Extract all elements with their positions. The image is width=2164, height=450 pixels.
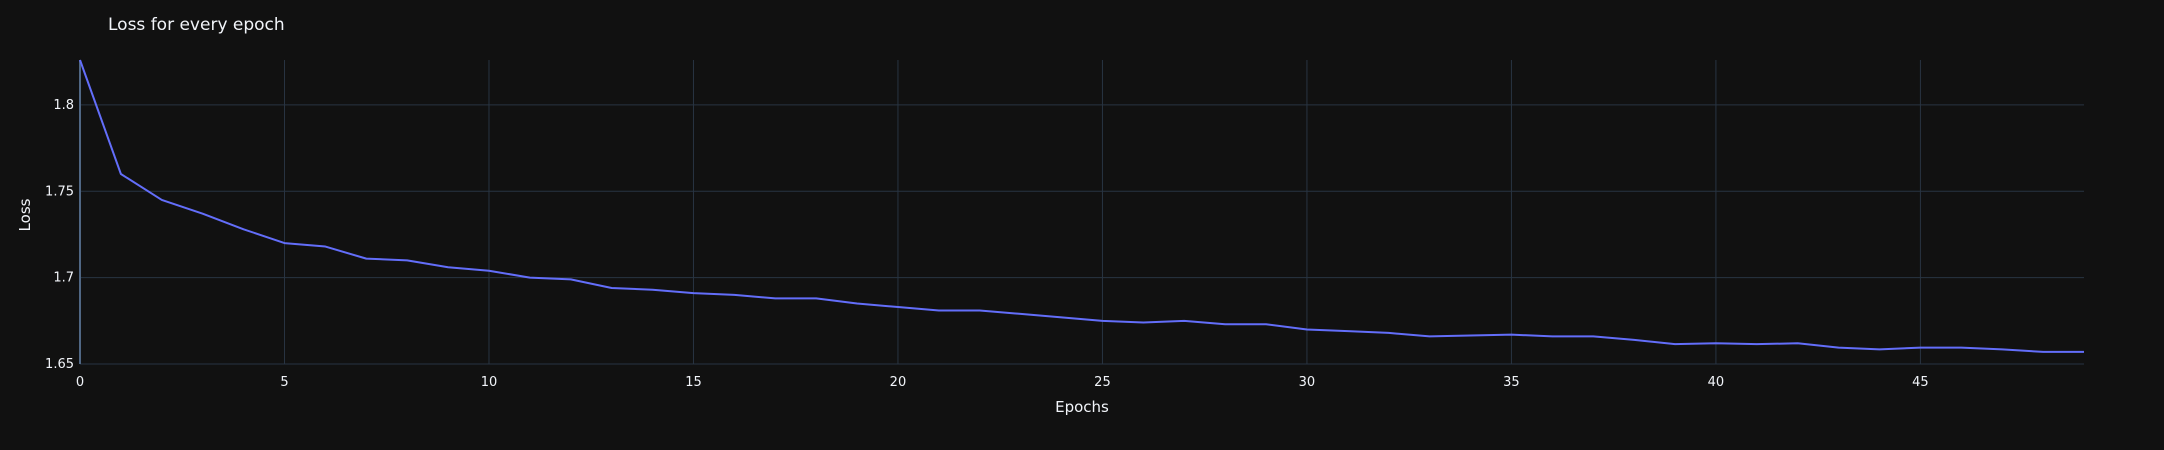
x-axis-title: Epochs [1055,398,1109,416]
y-tick-label: 1.65 [45,357,74,372]
y-grid [80,104,2084,365]
x-tick-label: 15 [685,375,702,390]
chart-title: Loss for every epoch [108,15,285,35]
y-tick-label: 1.75 [45,184,74,199]
x-tick-label: 0 [76,375,84,390]
x-tick-label: 20 [890,375,907,390]
x-tick-label: 10 [481,375,498,390]
series-layer [79,59,2084,353]
x-tick-label: 35 [1503,375,1520,390]
y-tick-label: 1.7 [53,271,74,286]
x-tick-label: 40 [1708,375,1725,390]
x-tick-labels: 0 5 10 15 20 25 30 35 40 45 [76,375,1929,390]
y-axis-title: Loss [16,198,34,231]
x-grid [283,60,1921,364]
y-tick-label: 1.8 [53,98,74,113]
x-tick-label: 30 [1299,375,1316,390]
loss-series-line [79,59,2084,353]
x-tick-label: 5 [280,375,288,390]
y-tick-labels: 1.65 1.7 1.75 1.8 [45,98,74,372]
x-tick-label: 45 [1912,375,1929,390]
x-tick-label: 25 [1094,375,1111,390]
